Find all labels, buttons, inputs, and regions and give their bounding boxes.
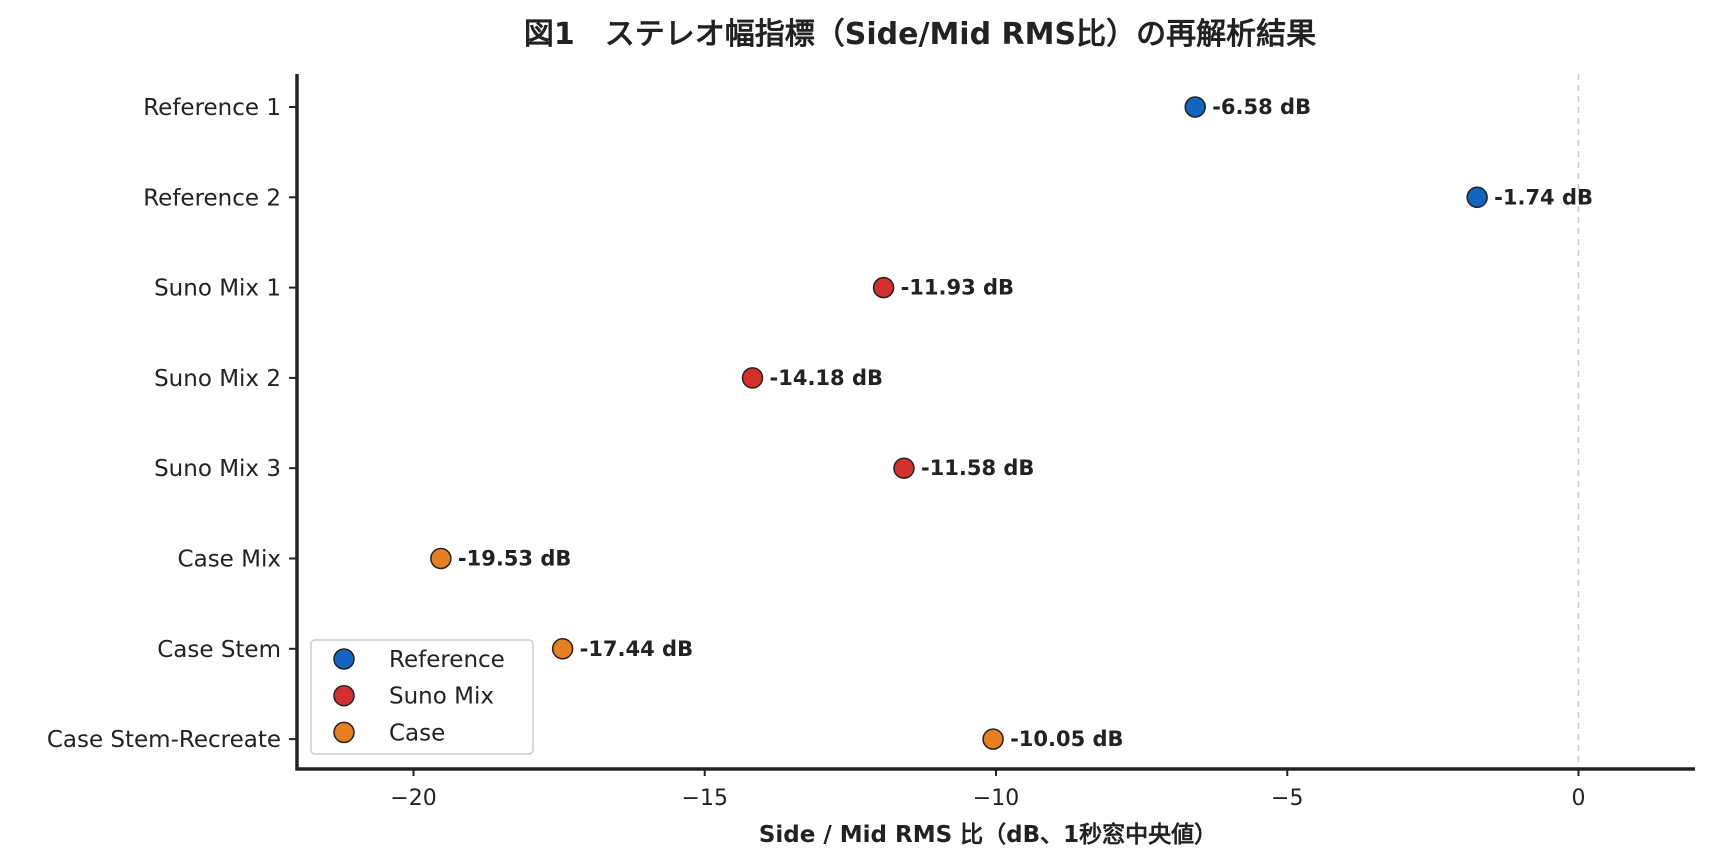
data-points: -6.58 dB -1.74 dB -11.93 dB -14.18 dB -11.58…	[430, 95, 1593, 751]
data-point-reference-1	[1184, 96, 1206, 118]
category-label-reference-1: Reference 1	[143, 95, 281, 121]
data-label-suno-mix-3: -11.58 dB	[921, 456, 1035, 480]
data-label-case-stem-recreate: -10.05 dB	[1010, 727, 1124, 751]
data-label-suno-mix-2: -14.18 dB	[770, 366, 884, 390]
category-label-suno-mix-2: Suno Mix 2	[154, 366, 281, 392]
category-label-suno-mix-3: Suno Mix 3	[154, 456, 281, 482]
legend-label-reference: Reference	[389, 647, 505, 673]
x-tick-label: −5	[1271, 786, 1303, 811]
legend-frame	[310, 639, 534, 755]
x-axis-label: Side / Mid RMS 比（dB、1秒窓中央値）	[759, 821, 1217, 848]
category-axis: Reference 1 Reference 2 Suno Mix 1 Suno Mix…	[47, 95, 297, 753]
category-label-case-mix: Case Mix	[178, 547, 281, 573]
data-label-reference-1: -6.58 dB	[1212, 95, 1311, 119]
category-label-case-stem: Case Stem	[157, 637, 281, 663]
data-label-case-stem: -17.44 dB	[580, 637, 694, 661]
legend-label-case: Case	[389, 720, 445, 746]
legend-label-suno-mix: Suno Mix	[389, 684, 494, 710]
x-tick-label: −20	[390, 786, 436, 811]
legend-marker-case	[333, 721, 355, 744]
data-label-suno-mix-1: -11.93 dB	[901, 276, 1015, 300]
data-point-suno-mix-3	[893, 457, 915, 479]
data-point-suno-mix-1	[872, 276, 895, 299]
data-label-case-mix: -19.53 dB	[458, 547, 572, 571]
x-axis-ticks: −20 −15 −10 −5 0	[390, 769, 1586, 811]
data-point-suno-mix-2	[741, 367, 764, 389]
data-point-case-stem	[551, 638, 574, 660]
legend-marker-suno-mix	[333, 684, 355, 707]
legend: Reference Suno Mix Case	[310, 639, 534, 755]
category-label-reference-2: Reference 2	[143, 185, 281, 211]
x-tick-label: −15	[682, 786, 728, 811]
x-tick-label: −10	[973, 786, 1019, 811]
category-label-case-stem-recreate: Case Stem-Recreate	[47, 727, 281, 753]
data-point-case-mix	[430, 547, 452, 570]
legend-marker-reference	[333, 648, 355, 670]
data-point-case-stem-recreate	[982, 728, 1004, 750]
x-tick-label: 0	[1572, 786, 1586, 811]
category-label-suno-mix-1: Suno Mix 1	[154, 276, 281, 302]
data-label-reference-2: -1.74 dB	[1494, 185, 1593, 209]
data-point-reference-2	[1466, 186, 1488, 209]
chart-title: 図1 ステレオ幅指標（Side/Mid RMS比）の再解析結果	[524, 17, 1316, 52]
